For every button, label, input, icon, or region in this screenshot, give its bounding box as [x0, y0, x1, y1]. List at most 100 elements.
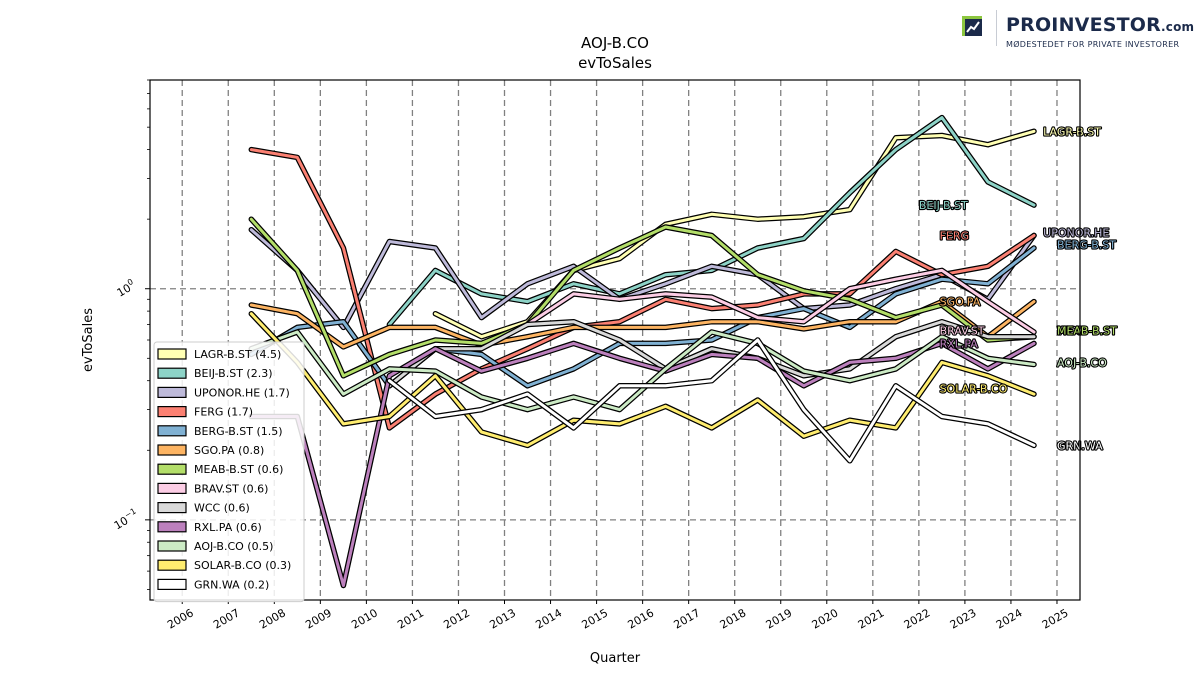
- series-end-label: LAGR-B.ST: [1043, 125, 1101, 138]
- series-line: [249, 228, 1036, 329]
- series-wcc: [386, 318, 1037, 389]
- x-tick-label: 2011: [395, 606, 426, 631]
- x-tick-label: 2008: [257, 606, 288, 631]
- series-line: [249, 312, 1036, 447]
- legend-swatch: [157, 406, 187, 418]
- x-tick-label: 2015: [579, 606, 610, 631]
- legend-item: LAGR-B.ST (4.5): [157, 348, 281, 361]
- legend-swatch: [157, 540, 187, 552]
- legend-item: SGO.PA (0.8): [157, 444, 264, 457]
- x-tick-label: 2010: [349, 606, 380, 631]
- legend-item: AOJ-B.CO (0.5): [157, 540, 273, 553]
- legend-swatch: [157, 521, 187, 533]
- x-axis-label: Quarter: [590, 651, 641, 666]
- legend-item: MEAB-B.ST (0.6): [157, 463, 283, 476]
- brand-tagline: MØDESTEDET FOR PRIVATE INVESTORER: [1006, 40, 1180, 49]
- legend-label: LAGR-B.ST (4.5): [194, 348, 281, 361]
- x-tick-label: 2016: [625, 606, 656, 631]
- legend-item: BRAV.ST (0.6): [157, 482, 268, 495]
- legend-item: BERG-B.ST (1.5): [157, 425, 283, 438]
- legend-swatch: [157, 482, 187, 494]
- series-end-label: BEIJ-B.ST: [919, 199, 968, 212]
- series-end-label: SGO.PA: [940, 296, 981, 309]
- legend-swatch: [157, 444, 187, 456]
- legend-label: BERG-B.ST (1.5): [194, 425, 283, 438]
- legend-swatch: [157, 386, 187, 398]
- series-beij-b-st: [386, 114, 1037, 328]
- series-rxl-pa: [248, 340, 1037, 589]
- chart-logo-icon: [962, 16, 982, 36]
- legend-label: MEAB-B.ST (0.6): [194, 463, 283, 476]
- series-line: [387, 116, 1036, 326]
- legend-label: FERG (1.7): [194, 406, 253, 419]
- legend-label: AOJ-B.CO (0.5): [194, 540, 273, 553]
- y-tick-label: 10−1: [111, 506, 141, 532]
- x-tick-label: 2024: [994, 606, 1025, 631]
- legend-label: RXL.PA (0.6): [194, 521, 262, 534]
- series-solar-b-co: [248, 310, 1037, 449]
- legend-label: UPONOR.HE (1.7): [194, 386, 290, 399]
- y-tick-label: 100: [114, 277, 138, 300]
- legend-frame: [153, 341, 305, 603]
- legend-item: WCC (0.6): [157, 502, 250, 515]
- x-tick-label: 2006: [165, 606, 196, 631]
- legend-label: SGO.PA (0.8): [194, 444, 264, 457]
- series-end-label: FERG: [940, 229, 969, 242]
- legend-label: GRN.WA (0.2): [194, 578, 269, 591]
- legend-item: FERG (1.7): [157, 406, 253, 419]
- series-end-label: BRAV.ST: [940, 324, 985, 337]
- series-line: [387, 320, 1036, 388]
- series-meab-b-st: [248, 216, 1037, 379]
- series-end-label: SOLAR-B.CO: [940, 383, 1008, 396]
- x-tick-label: 2017: [672, 606, 703, 631]
- legend-item: SOLAR-B.CO (0.3): [157, 559, 291, 572]
- series-uponor-he: [248, 226, 1037, 331]
- legend-item: BEIJ-B.ST (2.3): [157, 367, 273, 380]
- x-tick-label: 2012: [441, 606, 472, 631]
- brand-logo: PROINVESTOR.com MØDESTEDET FOR PRIVATE I…: [962, 10, 1194, 54]
- series-end-label: RXL.PA: [940, 337, 979, 350]
- series-lines: [248, 114, 1037, 589]
- series-grn-wa: [386, 337, 1037, 464]
- x-tick-label: 2022: [902, 606, 933, 631]
- series-line: [249, 341, 1036, 587]
- chart-subtitle: evToSales: [578, 54, 652, 72]
- x-tick-label: 2014: [533, 606, 564, 631]
- x-tick-label: 2018: [718, 606, 749, 631]
- series-line: [249, 330, 1036, 412]
- series-line: [249, 217, 1036, 378]
- x-tick-label: 2025: [1040, 606, 1071, 631]
- x-tick-label: 2023: [948, 606, 979, 631]
- x-tick-label: 2019: [764, 606, 795, 631]
- brand-name: PROINVESTOR.com: [1006, 14, 1195, 36]
- legend-swatch: [157, 425, 187, 437]
- x-axis-ticks: 2006 2007 2008 2009 2010 2011 2012 2013 2014 2015…: [165, 600, 1071, 632]
- series-line: [387, 338, 1036, 463]
- series-aoj-b-co: [248, 329, 1037, 413]
- legend-swatch: [157, 502, 187, 514]
- chart-title: AOJ-B.CO: [581, 34, 649, 52]
- legend-swatch: [157, 578, 187, 591]
- series-end-label: UPONOR.HE: [1043, 227, 1109, 240]
- series-line: [526, 268, 1036, 334]
- x-tick-label: 2020: [810, 606, 841, 631]
- brand-suffix: .com: [1161, 20, 1195, 34]
- legend-item: GRN.WA (0.2): [157, 578, 269, 591]
- legend-swatch: [157, 463, 187, 475]
- series-end-labels: LAGR-B.ST BEIJ-B.ST UPONOR.HE FERG BERG-B.ST…: [918, 124, 1118, 453]
- logo-separator: [996, 10, 997, 46]
- legend-label: BEIJ-B.ST (2.3): [194, 367, 273, 380]
- legend-item: RXL.PA (0.6): [157, 521, 262, 534]
- legend-item: UPONOR.HE (1.7): [157, 386, 290, 399]
- x-tick-label: 2007: [211, 606, 242, 631]
- series-end-label: WCC: [1057, 324, 1084, 337]
- legend-label: BRAV.ST (0.6): [194, 482, 268, 495]
- series-end-label: AOJ-B.CO: [1057, 356, 1107, 369]
- legend-label: WCC (0.6): [194, 502, 250, 515]
- legend-swatch: [157, 559, 187, 571]
- legend-swatch: [157, 348, 187, 360]
- legend-swatch: [157, 367, 187, 379]
- legend-label: SOLAR-B.CO (0.3): [194, 559, 291, 572]
- series-brav-st: [524, 267, 1037, 335]
